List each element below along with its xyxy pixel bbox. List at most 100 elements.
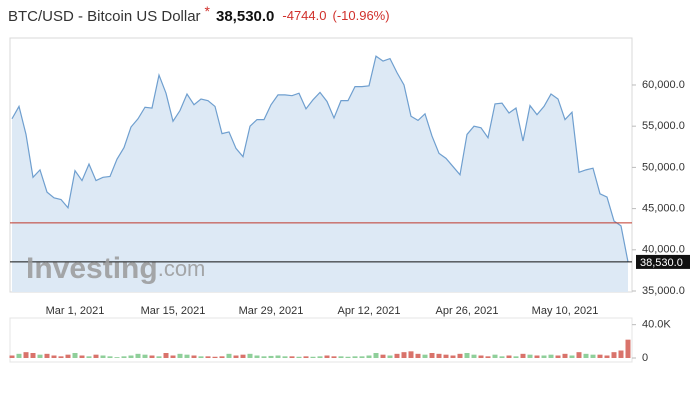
volume-bar: [149, 355, 155, 358]
volume-bar: [422, 354, 428, 358]
volume-bar: [51, 355, 57, 358]
volume-bar: [513, 356, 519, 358]
volume-bar: [471, 354, 477, 358]
volume-bar: [16, 353, 22, 358]
volume-bar: [93, 354, 99, 358]
volume-bar: [240, 354, 246, 358]
volume-bar: [100, 355, 106, 358]
marker: *: [205, 3, 211, 19]
x-tick-label: Apr 26, 2021: [436, 305, 499, 317]
volume-bar: [548, 354, 554, 358]
volume-bar: [485, 356, 491, 358]
volume-bar: [429, 353, 435, 358]
x-tick-label: Mar 29, 2021: [239, 305, 304, 317]
volume-bar: [527, 354, 533, 358]
volume-bar: [436, 353, 442, 358]
volume-bar: [177, 353, 183, 358]
volume-bar: [142, 354, 148, 358]
volume-bar: [457, 353, 463, 358]
volume-bar: [170, 355, 176, 358]
volume-bar: [366, 355, 372, 358]
volume-bar: [247, 353, 253, 358]
volume-bar: [338, 356, 344, 358]
volume-bar: [373, 353, 379, 358]
volume-bar: [30, 353, 36, 358]
volume-bar: [583, 353, 589, 358]
y-tick-label: 55,000.0: [642, 120, 685, 132]
volume-bar: [121, 356, 127, 358]
y-tick-label: 45,000.0: [642, 203, 685, 215]
y-tick-label: 0: [642, 352, 648, 364]
change: -4744.0: [282, 8, 326, 23]
volume-bar: [114, 357, 120, 358]
x-tick-label: May 10, 2021: [532, 305, 599, 317]
volume-bar: [541, 355, 547, 358]
volume-bar: [576, 352, 582, 358]
volume-bar: [226, 353, 232, 358]
volume-bar: [534, 355, 540, 358]
volume-bar: [450, 355, 456, 358]
symbol-text: BTC/USD - Bitcoin US Dollar: [8, 8, 201, 25]
x-tick-label: Apr 12, 2021: [338, 305, 401, 317]
volume-bar: [205, 356, 211, 358]
volume-bar: [289, 356, 295, 358]
volume-bar: [44, 353, 50, 358]
watermark: Investing.com: [26, 252, 205, 285]
volume-bar: [156, 356, 162, 358]
last-price-label: 38,530.0: [640, 257, 683, 269]
volume-bar: [23, 352, 29, 358]
price: 38,530.0: [216, 8, 274, 25]
volume-bar: [387, 355, 393, 358]
volume-bar: [135, 353, 141, 358]
watermark-brand: Investing: [26, 252, 158, 285]
volume-bar: [310, 356, 316, 358]
volume-bar: [107, 356, 113, 358]
volume-bar: [163, 353, 169, 358]
y-tick-label: 60,000.0: [642, 79, 685, 91]
volume-bar: [464, 353, 470, 358]
volume-bar: [296, 356, 302, 358]
volume-bar: [86, 356, 92, 358]
area: [12, 56, 628, 292]
volume-bar: [443, 354, 449, 358]
x-tick-label: Mar 1, 2021: [46, 305, 105, 317]
volume-bar: [254, 355, 260, 358]
volume-bar: [499, 356, 505, 358]
last-price-box: [636, 254, 690, 269]
y-tick-label: 50,000.0: [642, 161, 685, 173]
volume-bar: [282, 356, 288, 358]
volume-bar: [394, 353, 400, 358]
watermark-suffix: .com: [158, 256, 206, 281]
volume-bar: [401, 352, 407, 358]
volume-bar: [128, 355, 134, 358]
volume-bar: [604, 355, 610, 358]
y-tick-label: 35,000.0: [642, 285, 685, 297]
volume-frame: [9, 317, 633, 363]
volume-bar: [37, 354, 43, 358]
volume-bar: [380, 354, 386, 358]
volume-bar: [233, 355, 239, 358]
volume-bar: [520, 353, 526, 358]
volume-bar: [408, 351, 414, 358]
volume-bar: [590, 354, 596, 358]
volume-bar: [415, 353, 421, 358]
volume-bar: [268, 355, 274, 358]
volume-bar: [597, 354, 603, 358]
volume-bar: [562, 353, 568, 358]
volume-bar: [212, 356, 218, 358]
y-tick-label: 40,000.0: [642, 244, 685, 256]
volume-bar: [359, 356, 365, 358]
volume-bar: [58, 356, 64, 358]
volume-bar: [611, 352, 617, 358]
volume-bar: [184, 354, 190, 358]
volume-bar: [9, 355, 15, 358]
volume-bar: [219, 356, 225, 358]
volume-bar: [72, 353, 78, 358]
volume-bar: [492, 354, 498, 358]
plot-layer: 35,000.0 40,000.0 45,000.0 50,000.0 55,000.0…: [9, 55, 685, 364]
volume-bar: [569, 355, 575, 358]
volume-bar: [352, 356, 358, 358]
volume-bar: [345, 356, 351, 358]
volume-bar: [618, 350, 624, 358]
